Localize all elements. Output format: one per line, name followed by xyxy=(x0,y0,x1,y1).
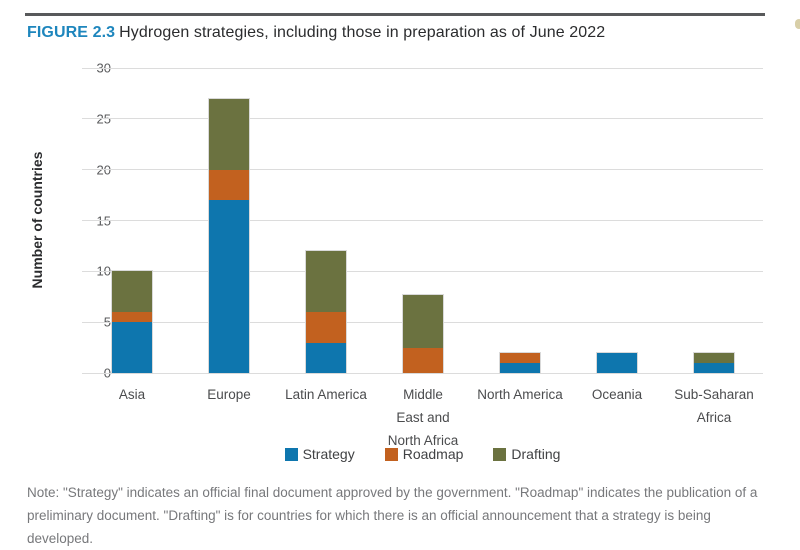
plot-area xyxy=(82,67,763,375)
legend-swatch-roadmap xyxy=(384,447,398,461)
bar-latin-america xyxy=(305,250,347,374)
gridline-30 xyxy=(82,67,763,69)
page-edge-artifact xyxy=(795,19,800,29)
stacked-bar-chart: Number of countries 051015202530 AsiaEur… xyxy=(29,61,769,462)
legend-item-drafting: Drafting xyxy=(493,446,560,462)
x-label-line: Europe xyxy=(207,387,251,402)
bar-segment-roadmap xyxy=(112,312,152,323)
x-label-line: Latin America xyxy=(285,387,367,402)
legend-label: Drafting xyxy=(511,446,561,462)
bar-segment-strategy xyxy=(694,362,734,373)
bar-sub-saharan-africa xyxy=(693,351,735,375)
bar-segment-strategy xyxy=(112,322,152,373)
bar-europe xyxy=(208,97,250,375)
figure-title-text: Hydrogen strategies, including those in … xyxy=(119,24,606,41)
bar-segment-strategy xyxy=(209,200,249,373)
bar-segment-drafting xyxy=(306,251,346,312)
bar-segment-drafting xyxy=(209,98,249,170)
x-label-sub-saharan-africa: Sub-Saharan Africa xyxy=(659,383,769,429)
legend-item-strategy: Strategy xyxy=(284,446,355,462)
bar-segment-drafting xyxy=(403,294,443,348)
gridline-15 xyxy=(82,220,763,221)
gridline-20 xyxy=(82,169,763,171)
x-label-asia: Asia xyxy=(77,383,187,406)
x-label-latin-america: Latin America xyxy=(271,383,381,406)
bar-segment-roadmap xyxy=(403,347,443,373)
legend-label: Strategy xyxy=(302,446,355,462)
bar-segment-strategy xyxy=(306,342,346,373)
x-label-middle-east-and-north-africa: Middle East and North Africa xyxy=(368,383,478,452)
x-label-line: Oceania xyxy=(591,387,643,402)
bar-segment-strategy xyxy=(500,362,540,373)
bar-segment-roadmap xyxy=(209,169,249,201)
legend-label: Roadmap xyxy=(402,446,464,462)
x-label-line: East and xyxy=(396,410,450,425)
x-label-line: Middle xyxy=(403,387,443,402)
figure-top-rule xyxy=(25,13,765,16)
bar-segment-roadmap xyxy=(500,352,540,363)
bar-segment-roadmap xyxy=(306,312,346,343)
bar-asia xyxy=(111,270,153,374)
legend-item-roadmap: Roadmap xyxy=(384,446,464,462)
y-axis-title: Number of countries xyxy=(29,151,45,289)
x-label-north-america: North America xyxy=(465,383,575,406)
bar-north-america xyxy=(499,351,541,375)
legend-swatch-drafting xyxy=(493,447,507,461)
chart-legend: Strategy Roadmap Drafting xyxy=(82,446,763,462)
x-label-europe: Europe xyxy=(174,383,284,406)
x-label-line: Africa xyxy=(696,410,732,425)
bar-segment-drafting xyxy=(694,352,734,363)
legend-swatch-strategy xyxy=(284,447,298,461)
gridline-0 xyxy=(82,372,763,374)
bar-middle-east-and-north-africa xyxy=(402,293,444,375)
gridline-25 xyxy=(82,118,763,120)
figure-number-label: FIGURE 2.3 xyxy=(27,24,116,41)
bar-segment-strategy xyxy=(597,352,637,373)
figure-title: FIGURE 2.3 Hydrogen strategies, including… xyxy=(27,24,777,42)
gridline-10 xyxy=(82,270,763,272)
bar-oceania xyxy=(596,351,638,375)
bar-segment-drafting xyxy=(112,271,152,313)
x-label-line: North Africa xyxy=(387,433,459,448)
x-label-line: Sub-Saharan xyxy=(674,387,754,402)
figure-note: Note: "Strategy" indicates an official f… xyxy=(27,485,758,546)
x-label-line: North America xyxy=(477,387,563,402)
x-label-line: Asia xyxy=(118,387,146,402)
x-label-oceania: Oceania xyxy=(562,383,672,406)
